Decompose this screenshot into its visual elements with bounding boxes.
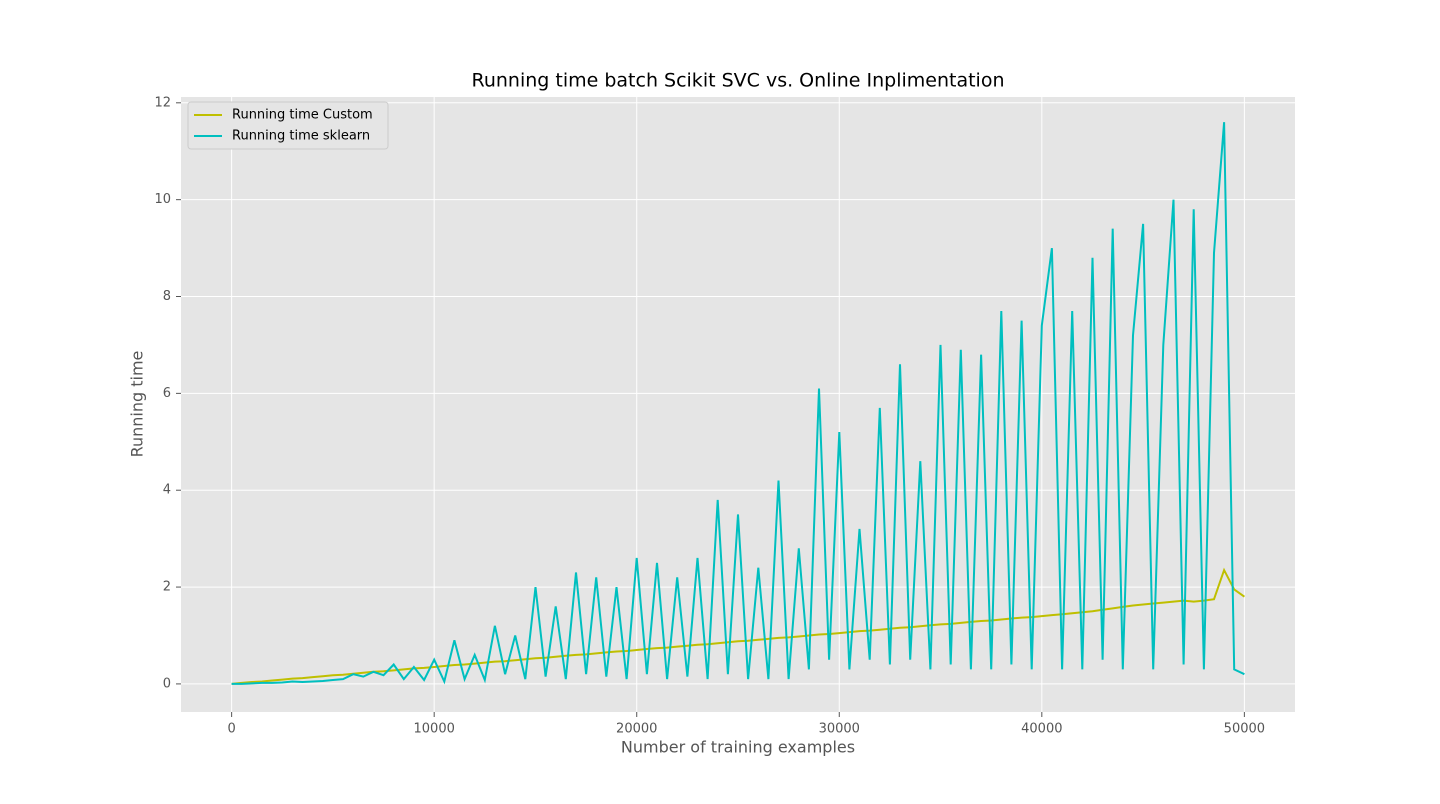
y-tick-label: 6 — [163, 386, 171, 401]
y-tick-label: 12 — [154, 95, 171, 110]
y-tick-label: 10 — [154, 192, 171, 207]
series-line — [231, 567, 1245, 685]
y-tick-label: 0 — [163, 676, 171, 691]
x-axis-label: Number of training examples — [621, 738, 855, 757]
x-tick-label: 10000 — [414, 722, 455, 737]
y-tick-label: 4 — [163, 483, 171, 498]
x-tick-label: 30000 — [819, 722, 860, 737]
legend-box — [187, 101, 389, 150]
legend-label: Running time Custom — [232, 108, 373, 123]
legend-label: Running time sklearn — [232, 129, 370, 144]
x-tick-label: 50000 — [1224, 722, 1265, 737]
x-tick-label: 20000 — [616, 722, 657, 737]
y-axis-label: Running time — [128, 351, 147, 458]
x-tick-label: 0 — [227, 722, 235, 737]
series-line — [231, 122, 1245, 685]
chart-title: Running time batch Scikit SVC vs. Online… — [471, 70, 1004, 92]
y-tick-label: 2 — [163, 580, 171, 595]
y-tick-label: 8 — [163, 289, 171, 304]
plot-area — [181, 97, 1295, 712]
x-tick-label: 40000 — [1021, 722, 1062, 737]
